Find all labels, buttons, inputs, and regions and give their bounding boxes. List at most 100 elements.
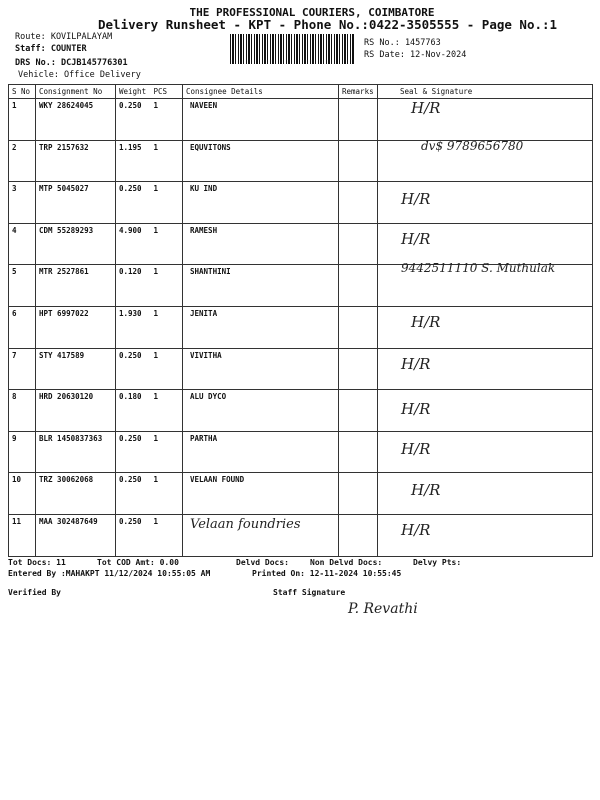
table-row: 3 MTP 5045027 0.250 1 KU IND H/R <box>8 181 593 224</box>
handwritten-signature: H/R <box>401 400 431 419</box>
document-title: Delivery Runsheet - KPT - Phone No.:0422… <box>98 17 558 32</box>
cell-consignee: VELAAN FOUND <box>182 472 339 515</box>
cell-weight-text: 0.250 <box>119 516 142 526</box>
tot-cod: Tot COD Amt: 0.00 <box>97 558 179 567</box>
cell-consignment-text: CDM 55289293 <box>39 225 94 235</box>
cell-remarks <box>338 472 378 515</box>
cell-consignment-text: HRD 20630120 <box>39 392 94 402</box>
handwritten-signature: H/R <box>401 439 431 458</box>
staff-signature: P. Revathi <box>348 601 418 617</box>
table-row: 7 STY 417589 0.250 1 VIVITHA H/R <box>8 347 593 391</box>
cell-sno: 7 <box>8 347 36 391</box>
cell-consignee: VIVITHA <box>182 347 339 391</box>
col-sno: S No <box>8 84 36 99</box>
cell-pcs-text: 1 <box>153 267 159 277</box>
cell-weight-text: 0.250 <box>119 433 142 443</box>
cell-sno: 9 <box>8 430 36 474</box>
cell-signature: H/R <box>377 389 593 432</box>
delvy-pts: Delvy Pts: <box>413 558 462 567</box>
cell-consignment: TRP 2157632 <box>35 139 116 183</box>
cell-pcs-text: 1 <box>153 516 159 526</box>
non-delvd-docs: Non Delvd Docs: <box>310 558 383 567</box>
cell-pcs-text: 1 <box>153 475 159 485</box>
cell-consignee-text: ALU DYCO <box>190 392 227 402</box>
cell-pcs-text: 1 <box>153 225 159 235</box>
handwritten-signature: H/R <box>411 312 441 331</box>
col-consignee: Consignee Details <box>182 84 339 99</box>
cell-consignment-text: MTR 2527861 <box>39 267 89 277</box>
cell-remarks <box>338 181 378 224</box>
cell-consignment-text: MAA 302487649 <box>39 516 98 526</box>
cell-consignment: TRZ 30062068 <box>35 472 116 515</box>
rs-no: RS No.: 1457763 <box>364 38 441 48</box>
cell-pcs: 1 <box>150 264 183 307</box>
cell-consignee-text: NAVEEN <box>190 101 218 110</box>
cell-consignment: MTR 2527861 <box>35 264 116 307</box>
cell-weight-text: 1.195 <box>119 142 142 152</box>
cell-consignee: SHANTHINI <box>182 264 339 307</box>
cell-sno-text: 4 <box>12 225 17 235</box>
cell-weight: 1.930 <box>115 305 151 349</box>
rs-date: RS Date: 12-Nov-2024 <box>364 50 467 60</box>
cell-consignee: JENITA <box>182 305 339 349</box>
cell-signature: H/R <box>377 181 593 224</box>
cell-pcs: 1 <box>150 472 183 515</box>
table-row: 9 BLR 1450837363 0.250 1 PARTHA H/R <box>8 430 593 474</box>
cell-pcs-text: 1 <box>153 392 159 402</box>
cell-sno-text: 2 <box>12 142 17 152</box>
cell-remarks <box>338 264 378 307</box>
cell-pcs: 1 <box>150 181 183 224</box>
cell-signature: H/R <box>377 347 593 391</box>
cell-pcs-text: 1 <box>153 350 159 360</box>
tot-docs: Tot Docs: 11 <box>8 558 66 567</box>
handwritten-signature: H/R <box>401 354 431 373</box>
cell-signature: H/R <box>377 513 593 557</box>
cell-weight: 0.250 <box>115 347 151 391</box>
cell-weight: 1.195 <box>115 139 151 183</box>
cell-remarks <box>338 222 378 266</box>
cell-signature: H/R <box>377 430 593 474</box>
staff-signature-label: Staff Signature <box>273 588 346 597</box>
cell-sno: 2 <box>8 139 36 183</box>
runsheet-table: S No Consignment No Weight PCS Consignee… <box>8 84 593 557</box>
cell-pcs: 1 <box>150 139 183 183</box>
handwritten-consignee: Velaan foundries <box>190 516 301 532</box>
cell-sno-text: 9 <box>12 433 17 443</box>
cell-consignment: CDM 55289293 <box>35 222 116 266</box>
cell-consignee: EQUVITONS <box>182 139 339 183</box>
cell-pcs: 1 <box>150 513 183 557</box>
cell-signature: H/R <box>377 472 593 515</box>
cell-consignment: BLR 1450837363 <box>35 430 116 474</box>
cell-consignment-text: MTP 5045027 <box>39 184 89 194</box>
staff: Staff: COUNTER <box>15 44 87 54</box>
cell-weight: 0.250 <box>115 98 151 141</box>
cell-weight-text: 0.250 <box>119 184 142 194</box>
cell-consignee-text: JENITA <box>190 308 218 318</box>
cell-consignee-text: SHANTHINI <box>190 267 231 277</box>
col-signature: Seal & Signature <box>377 84 593 99</box>
cell-remarks <box>338 513 378 557</box>
cell-consignment: HRD 20630120 <box>35 389 116 432</box>
cell-weight-text: 0.180 <box>119 392 142 402</box>
table-row: 4 CDM 55289293 4.900 1 RAMESH H/R <box>8 222 593 266</box>
cell-weight-text: 0.250 <box>119 475 142 485</box>
cell-sno-text: 6 <box>12 308 17 318</box>
delvd-docs: Delvd Docs: <box>236 558 289 567</box>
col-pcs: PCS <box>150 84 183 99</box>
cell-consignee: KU IND <box>182 181 339 224</box>
cell-signature: H/R <box>377 222 593 266</box>
cell-weight: 0.250 <box>115 472 151 515</box>
cell-consignee: ALU DYCO <box>182 389 339 432</box>
cell-pcs-text: 1 <box>153 184 159 194</box>
cell-weight-text: 0.250 <box>119 350 142 360</box>
cell-weight: 0.250 <box>115 181 151 224</box>
table-row: 5 MTR 2527861 0.120 1 SHANTHINI 9442511110 S.… <box>8 261 593 307</box>
vehicle: Vehicle: Office Delivery <box>18 70 141 80</box>
barcode <box>230 34 355 64</box>
handwritten-signature: 9442511110 S. Muthulak <box>401 261 556 276</box>
col-consignment: Consignment No <box>35 84 116 99</box>
entered-by: Entered By :MAHAKPT 11/12/2024 10:55:05 … <box>8 569 211 578</box>
cell-weight-text: 0.120 <box>119 267 142 277</box>
table-row: 2 TRP 2157632 1.195 1 EQUVITONS dv$ 978965678… <box>8 139 593 183</box>
cell-pcs: 1 <box>150 222 183 266</box>
